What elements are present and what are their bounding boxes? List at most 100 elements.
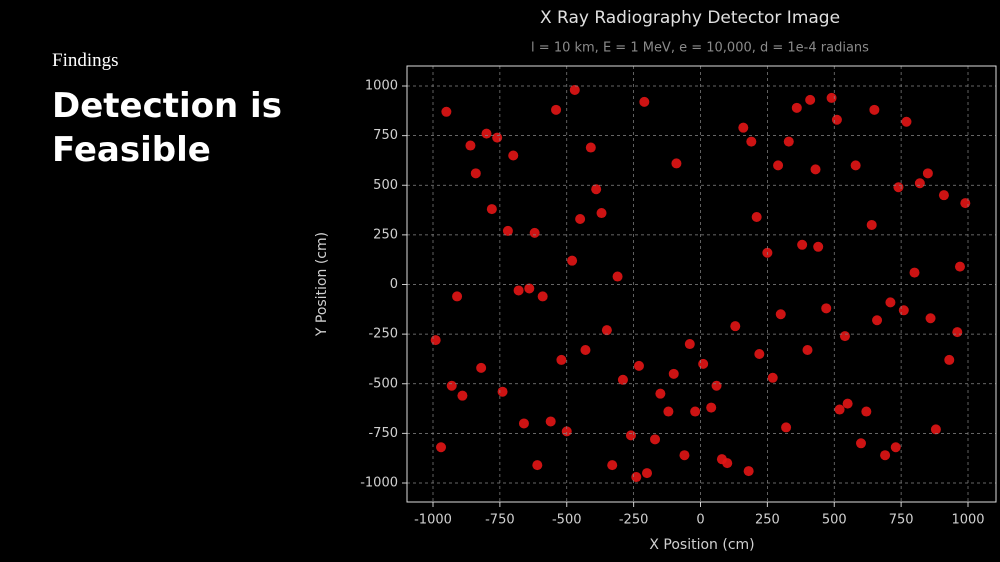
point	[556, 354, 567, 365]
point	[861, 406, 872, 417]
point	[869, 104, 880, 115]
point	[842, 398, 853, 409]
x-tick-label: 750	[889, 513, 914, 528]
y-tick-label: 750	[373, 128, 398, 143]
point	[826, 92, 837, 103]
point	[518, 418, 529, 429]
plot-frame	[406, 65, 997, 503]
point	[754, 348, 765, 359]
heading: Detection is Feasible	[52, 86, 282, 170]
point	[706, 402, 717, 413]
point	[508, 150, 519, 161]
point	[821, 303, 832, 314]
point	[890, 442, 901, 453]
point	[866, 219, 877, 230]
point	[813, 241, 824, 252]
point	[575, 213, 586, 224]
point	[631, 472, 642, 483]
point	[839, 331, 850, 342]
point	[446, 380, 457, 391]
point	[944, 354, 955, 365]
x-tick-label: -250	[619, 513, 649, 528]
point	[797, 239, 808, 250]
point	[486, 204, 497, 215]
point	[580, 345, 591, 356]
point	[901, 116, 912, 127]
point	[650, 434, 661, 445]
point	[465, 140, 476, 151]
chart-title: X Ray Radiography Detector Image	[540, 8, 840, 28]
point	[954, 261, 965, 272]
point	[441, 106, 452, 117]
point	[457, 390, 468, 401]
point	[781, 422, 792, 433]
y-tick-label: -750	[368, 426, 398, 441]
point	[585, 142, 596, 153]
point	[850, 160, 861, 171]
point	[791, 102, 802, 113]
y-tick-label: 500	[373, 178, 398, 193]
point	[567, 255, 578, 266]
x-tick-label: 1000	[951, 513, 984, 528]
point	[492, 132, 503, 143]
point	[612, 271, 623, 282]
point	[671, 158, 682, 169]
point	[551, 104, 562, 115]
point	[930, 424, 941, 435]
point	[775, 309, 786, 320]
x-axis-label: X Position (cm)	[649, 537, 754, 553]
point	[690, 406, 701, 417]
point	[625, 430, 636, 441]
point	[751, 212, 762, 223]
point	[810, 164, 821, 175]
point	[601, 325, 612, 336]
point	[909, 267, 920, 278]
point	[524, 283, 535, 294]
point	[561, 426, 572, 437]
point	[738, 122, 749, 133]
point	[834, 404, 845, 415]
point	[925, 313, 936, 324]
point	[470, 168, 481, 179]
point	[960, 198, 971, 209]
point	[642, 468, 652, 479]
point	[513, 285, 524, 296]
point	[711, 380, 722, 391]
chart-subtitle: l = 10 km, E = 1 MeV, e = 10,000, d = 1e…	[531, 41, 869, 56]
point	[952, 327, 963, 338]
point	[481, 128, 492, 139]
y-tick-label: -250	[368, 327, 398, 342]
point	[633, 360, 644, 371]
point	[537, 291, 548, 302]
point	[679, 450, 690, 461]
y-tick-label: -1000	[360, 476, 398, 491]
point	[922, 168, 933, 179]
point	[938, 190, 949, 201]
point	[430, 335, 441, 346]
point	[655, 388, 666, 399]
point	[893, 182, 904, 193]
y-tick-label: 0	[390, 277, 398, 292]
point	[569, 84, 580, 95]
point	[591, 184, 602, 195]
point	[802, 345, 813, 356]
point	[872, 315, 883, 326]
section-label: Findings	[52, 50, 119, 71]
point	[856, 438, 866, 449]
point	[805, 94, 816, 105]
point	[773, 160, 784, 171]
point	[746, 136, 757, 147]
point	[914, 178, 925, 189]
x-tick-label: -500	[552, 513, 582, 528]
x-tick-label: 500	[822, 513, 847, 528]
point	[617, 374, 628, 385]
point	[452, 291, 463, 302]
point	[545, 416, 556, 427]
point	[698, 358, 709, 369]
point	[436, 442, 447, 453]
point	[730, 321, 741, 332]
y-tick-label: -500	[368, 376, 398, 391]
point	[532, 460, 543, 471]
point	[743, 466, 754, 477]
